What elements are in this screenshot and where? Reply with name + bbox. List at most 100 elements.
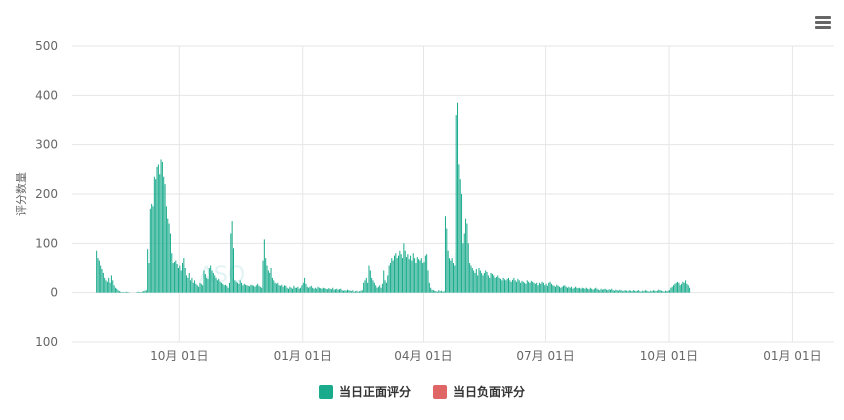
positive-bar: [494, 277, 496, 293]
positive-bar: [329, 288, 331, 293]
positive-bar: [651, 291, 653, 293]
positive-bar: [426, 254, 428, 293]
positive-bar: [581, 287, 583, 293]
positive-bar: [180, 270, 182, 293]
positive-bar: [101, 268, 103, 293]
positive-bar: [687, 285, 689, 293]
positive-bar: [446, 228, 448, 293]
positive-bar: [397, 255, 400, 293]
chart-legend: 当日正面评分 当日负面评分: [0, 383, 844, 400]
positive-bar: [558, 286, 560, 293]
positive-bar: [538, 282, 540, 293]
positive-bar: [595, 287, 597, 293]
positive-bar: [647, 291, 649, 293]
positive-bar: [666, 291, 668, 293]
positive-bar: [172, 263, 174, 293]
positive-bar: [490, 272, 492, 293]
positive-bar: [481, 272, 483, 293]
positive-bar: [580, 288, 582, 293]
positive-bar: [422, 263, 424, 293]
positive-bar: [179, 265, 181, 293]
positive-bar: [367, 282, 369, 293]
positive-bar: [290, 287, 292, 293]
positive-bar: [627, 291, 629, 293]
positive-bar: [536, 282, 538, 293]
positive-bar: [258, 285, 260, 293]
positive-bar: [222, 283, 224, 293]
positive-bar: [469, 263, 471, 293]
positive-bar: [415, 263, 417, 293]
positive-bar: [682, 281, 684, 293]
positive-bar: [274, 282, 276, 293]
positive-bar: [143, 291, 145, 293]
positive-bar: [171, 253, 173, 293]
positive-bar: [454, 265, 456, 293]
positive-bar: [334, 289, 336, 293]
legend-item-positive[interactable]: 当日正面评分: [318, 383, 411, 400]
positive-bar: [173, 262, 175, 293]
positive-bar: [104, 277, 106, 293]
positive-bar: [377, 286, 379, 293]
positive-bar: [282, 286, 284, 293]
positive-bar: [112, 280, 114, 293]
positive-bar: [583, 288, 585, 293]
positive-bar: [184, 268, 186, 293]
chart-menu-button[interactable]: [810, 10, 836, 34]
positive-bar: [630, 290, 632, 293]
positive-bar: [447, 250, 449, 293]
positive-bar: [182, 263, 184, 293]
positive-bar: [216, 280, 218, 293]
positive-bar: [568, 286, 570, 293]
positive-bar: [593, 288, 595, 293]
positive-bar: [110, 275, 112, 293]
positive-bar: [305, 283, 307, 293]
positive-bar: [302, 282, 304, 293]
positive-bar: [579, 287, 581, 293]
positive-bar: [534, 283, 536, 293]
positive-bar: [375, 285, 377, 293]
positive-bar: [314, 287, 316, 293]
positive-bar: [144, 290, 146, 293]
positive-bar: [589, 287, 591, 293]
positive-bar: [431, 289, 433, 293]
positive-bar: [418, 259, 420, 293]
positive-bar: [463, 233, 465, 293]
positive-bar: [380, 287, 382, 293]
positive-bar: [544, 285, 546, 293]
positive-bar: [549, 281, 551, 293]
positive-bar: [585, 287, 587, 293]
positive-bar: [399, 250, 401, 293]
positive-bar: [541, 281, 543, 293]
positive-bar: [372, 280, 374, 293]
positive-bar: [436, 291, 438, 293]
positive-bar: [478, 268, 480, 293]
positive-bar: [353, 291, 355, 293]
positive-bar: [430, 287, 432, 293]
positive-bar: [153, 176, 155, 293]
positive-bar: [461, 194, 463, 293]
positive-bar: [644, 290, 646, 293]
positive-bar: [336, 288, 338, 293]
positive-bar: [542, 282, 544, 293]
positive-bar: [660, 290, 662, 293]
positive-bar: [622, 291, 624, 293]
positive-bar: [648, 291, 650, 293]
positive-bar: [603, 289, 605, 293]
positive-bar: [546, 285, 548, 293]
positive-bar: [262, 260, 264, 293]
y-tick-label: 0: [50, 286, 58, 300]
y-tick-label: 200: [35, 187, 58, 201]
positive-bar: [98, 260, 100, 293]
positive-bar: [223, 285, 225, 293]
positive-bar: [204, 273, 206, 293]
positive-bar: [96, 250, 98, 293]
positive-bar: [493, 275, 495, 293]
legend-item-negative[interactable]: 当日负面评分: [433, 383, 525, 400]
positive-bar: [312, 287, 314, 293]
positive-bar: [351, 291, 353, 293]
positive-bar: [289, 286, 291, 293]
positive-bar: [263, 239, 265, 293]
positive-bar: [300, 287, 302, 293]
positive-bar: [105, 280, 107, 293]
